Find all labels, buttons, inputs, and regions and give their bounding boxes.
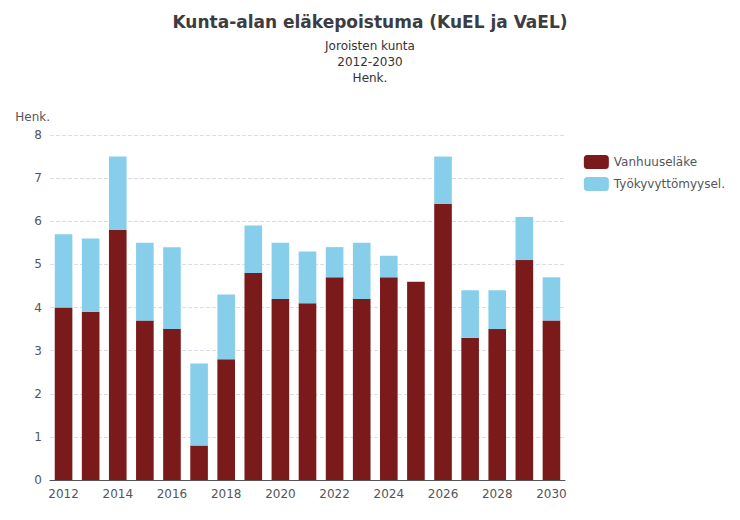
svg-text:Työkyvyttömyysel.: Työkyvyttömyysel. bbox=[613, 177, 725, 191]
svg-text:Joroisten kunta: Joroisten kunta bbox=[324, 39, 415, 53]
svg-text:2026: 2026 bbox=[428, 487, 459, 501]
svg-text:2030: 2030 bbox=[536, 487, 567, 501]
svg-text:1: 1 bbox=[34, 430, 42, 444]
svg-text:6: 6 bbox=[34, 214, 42, 228]
svg-text:Henk.: Henk. bbox=[353, 71, 388, 85]
svg-text:2022: 2022 bbox=[319, 487, 350, 501]
svg-text:2018: 2018 bbox=[211, 487, 242, 501]
svg-text:2016: 2016 bbox=[157, 487, 188, 501]
svg-text:4: 4 bbox=[34, 301, 42, 315]
svg-text:2024: 2024 bbox=[374, 487, 405, 501]
svg-text:2020: 2020 bbox=[265, 487, 296, 501]
svg-text:0: 0 bbox=[34, 473, 42, 487]
svg-text:2014: 2014 bbox=[102, 487, 133, 501]
svg-text:2028: 2028 bbox=[482, 487, 513, 501]
svg-text:7: 7 bbox=[34, 171, 42, 185]
svg-text:Vanhuuseläke: Vanhuuseläke bbox=[614, 155, 697, 169]
svg-text:Kunta-alan eläkepoistuma (KuEL: Kunta-alan eläkepoistuma (KuEL ja VaEL) bbox=[172, 12, 567, 32]
svg-text:Henk.: Henk. bbox=[15, 110, 50, 124]
svg-text:2: 2 bbox=[34, 387, 42, 401]
svg-text:2012: 2012 bbox=[48, 487, 79, 501]
svg-text:3: 3 bbox=[34, 344, 42, 358]
svg-text:8: 8 bbox=[34, 128, 42, 142]
svg-text:5: 5 bbox=[34, 257, 42, 271]
svg-text:2012-2030: 2012-2030 bbox=[337, 55, 402, 69]
